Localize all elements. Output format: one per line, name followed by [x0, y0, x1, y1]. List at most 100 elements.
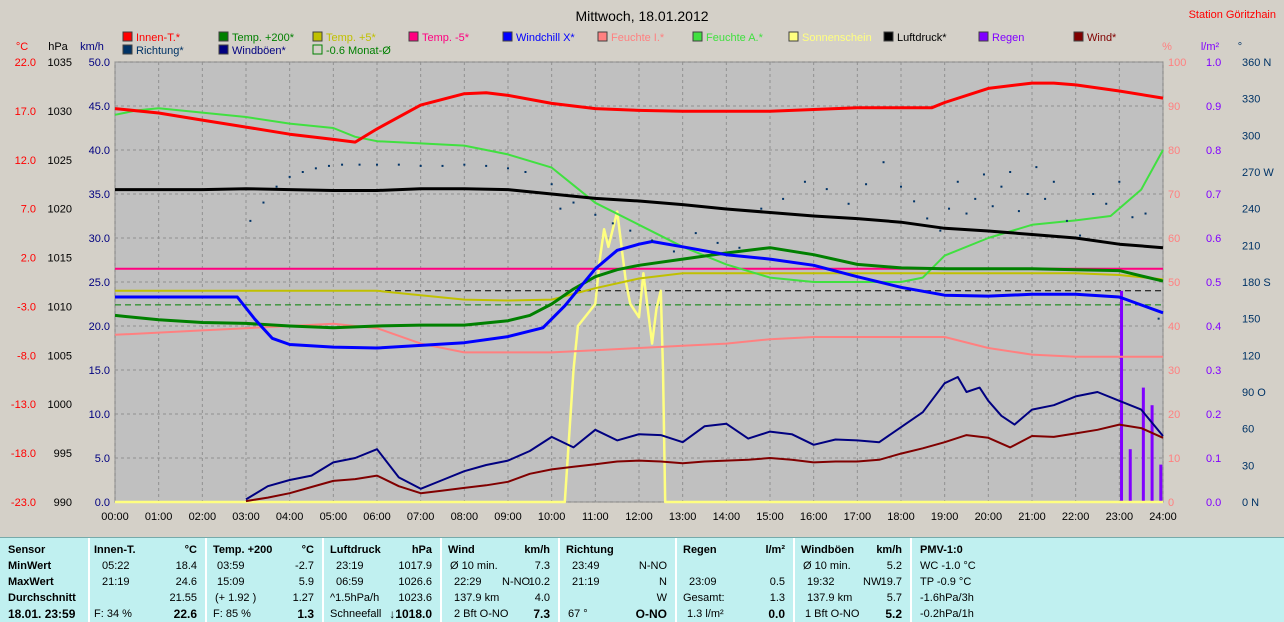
wind-current: 7.3: [533, 607, 550, 621]
x-tick-label: 03:00: [232, 511, 260, 523]
x-tick-label: 24:00: [1149, 511, 1177, 523]
avg-label: Durchschnitt: [8, 592, 76, 604]
series-line: [115, 240, 1164, 350]
direction-point: [991, 205, 994, 208]
direction-point: [262, 201, 265, 204]
direction-point: [419, 164, 422, 167]
direction-point: [900, 185, 902, 188]
rain_lm2-tick-label: 0.4: [1206, 321, 1221, 333]
max-label: MaxWert: [8, 576, 54, 588]
direction-point: [1000, 185, 1003, 188]
richtung-max-time: 21:19: [572, 576, 600, 588]
wind_kmh-tick-label: 35.0: [89, 189, 110, 201]
wind_kmh-tick-label: 50.0: [89, 57, 110, 69]
x-tick-label: 23:00: [1106, 511, 1134, 523]
luft-max-time: 06:59: [336, 576, 364, 588]
percent-tick-label: 0: [1168, 497, 1174, 509]
temp_c-axis-label: °C: [16, 41, 28, 53]
legend-swatch: [1073, 31, 1084, 42]
richtung-min-time: 23:49: [572, 560, 600, 572]
chart-title: Mittwoch, 18.01.2012: [575, 8, 708, 24]
direction-point: [524, 171, 527, 173]
wind-max-dir: N-NO: [502, 576, 531, 588]
boeen-max-dir: NW: [863, 576, 882, 588]
direction-point: [926, 217, 929, 220]
x-tick-label: 14:00: [713, 511, 741, 523]
luft-min-value: 1017.9: [398, 560, 432, 572]
direction-point: [1079, 234, 1082, 237]
direction-point: [1052, 180, 1055, 183]
legend-label: Innen-T.*: [136, 32, 181, 44]
direction_deg-tick-label: 0 N: [1242, 497, 1259, 509]
percent-tick-label: 30: [1168, 365, 1180, 377]
direction-point: [301, 171, 304, 173]
col-pmv: PMV-1:0 WC -1.0 °C TP -0.9 °C -1.6hPa/3h…: [912, 538, 1284, 622]
wind-beaufort: 2 Bft O-NO: [454, 608, 509, 620]
col-sensor: Sensor MinWert MaxWert Durchschnitt 18.0…: [0, 538, 90, 622]
legend-label: Temp. +5*: [326, 32, 377, 44]
legend-label: Luftdruck*: [897, 32, 947, 44]
series-line: [115, 187, 1164, 250]
direction-point: [629, 229, 632, 232]
wind-distance: 137.9 km: [454, 592, 500, 604]
legend-swatch: [788, 31, 799, 42]
percent-tick-label: 40: [1168, 321, 1180, 333]
series-line: [114, 246, 1164, 330]
x-tick-label: 16:00: [800, 511, 828, 523]
direction-point: [1092, 193, 1095, 195]
innen-unit: °C: [184, 544, 197, 556]
pmv-pressure-1h: -0.2hPa/1h: [920, 608, 974, 620]
innen-min-value: 18.4: [175, 560, 197, 572]
weather-chart: 00:00 01:00 02:00 03:00 04:00 05:00 06:00 07:00…: [10, 8, 1276, 523]
stats-panel: Sensor MinWert MaxWert Durchschnitt 18.0…: [0, 537, 1284, 622]
luft-trend: ^1.5hPa/h: [330, 592, 380, 604]
percent-tick-label: 90: [1168, 101, 1180, 113]
temp-unit: °C: [301, 544, 314, 556]
percent-tick-label: 50: [1168, 277, 1180, 289]
direction-point: [249, 219, 252, 222]
wind_kmh-tick-label: 5.0: [95, 453, 110, 465]
pressure_hpa-tick-label: 1025: [48, 155, 72, 167]
temp-avg-value: 1.27: [292, 592, 314, 604]
direction-point: [760, 207, 763, 210]
wind-avg10-value: 7.3: [534, 560, 550, 572]
temp_c-tick-label: 22.0: [15, 57, 36, 69]
percent-tick-label: 70: [1168, 189, 1180, 201]
temp_c-tick-label: 2.0: [21, 253, 36, 265]
regen-max-time: 23:09: [689, 576, 717, 588]
sensor-header: Sensor: [8, 544, 46, 556]
innen-max-time: 21:19: [102, 576, 130, 588]
legend-swatch: [597, 31, 608, 42]
pressure_hpa-tick-label: 1000: [48, 399, 72, 411]
temp-min-value: -2.7: [295, 560, 314, 572]
pressure_hpa-tick-label: 995: [54, 448, 72, 460]
direction-point: [594, 213, 597, 216]
rain_lm2-axis-label: l/m²: [1201, 41, 1220, 53]
wind_kmh-axis-label: km/h: [80, 41, 104, 53]
percent-tick-label: 100: [1168, 57, 1186, 69]
legend-label: Wind*: [1087, 32, 1117, 44]
temp_c-tick-label: 17.0: [15, 106, 36, 118]
legend-label: Richtung*: [136, 45, 184, 57]
direction-point: [782, 197, 785, 200]
direction-point: [982, 173, 985, 176]
innen-current: 22.6: [173, 607, 197, 621]
temp_c-tick-label: -3.0: [17, 301, 36, 313]
col-richtung: Richtung 23:49 N-NO 21:19 N W 67 ° O-NO: [560, 538, 677, 622]
direction-point: [913, 200, 916, 203]
innen-header: Innen-T.: [94, 544, 136, 556]
wind-unit: km/h: [524, 544, 550, 556]
luft-header: Luftdruck: [330, 544, 381, 556]
direction-point: [825, 188, 828, 191]
direction-point: [1044, 197, 1047, 200]
series-line: [114, 81, 1164, 144]
direction-point: [939, 229, 942, 232]
rain_lm2-tick-label: 0.7: [1206, 189, 1221, 201]
direction_deg-tick-label: 240: [1242, 204, 1260, 216]
direction-point: [1009, 171, 1012, 173]
direction-point: [572, 201, 575, 204]
direction_deg-tick-label: 270 W: [1242, 167, 1274, 179]
col-regen: Regen l/m² 23:09 0.5 Gesamt: 1.3 1.3 l/m² 0.…: [677, 538, 795, 622]
temp-humidity: F: 85 %: [213, 608, 251, 620]
temp_c-tick-label: -13.0: [11, 399, 36, 411]
